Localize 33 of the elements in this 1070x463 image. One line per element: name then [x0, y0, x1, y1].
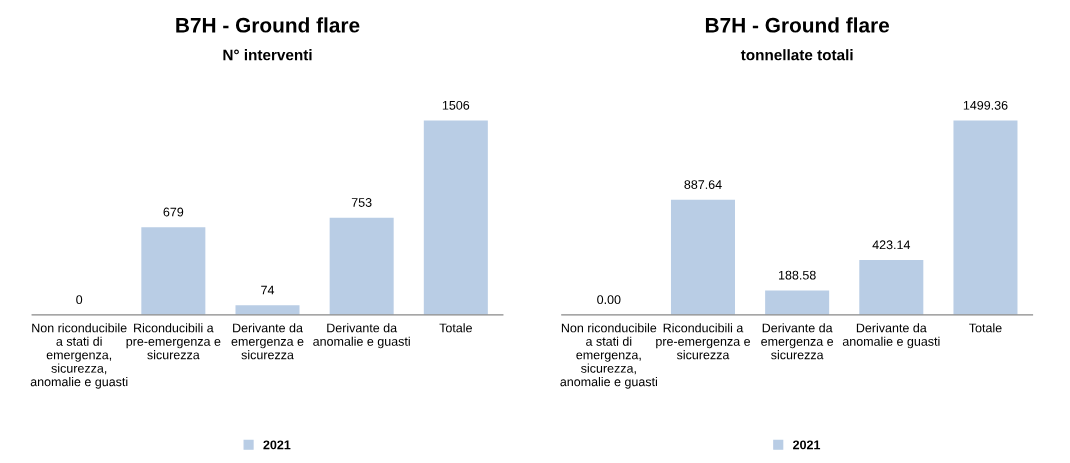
bar [141, 227, 206, 315]
data-label: 1506 [442, 100, 470, 110]
x-tick-label: Riconducibili a pre-emergenza e sicurezza [656, 323, 751, 360]
bar [423, 120, 488, 315]
bar [670, 199, 735, 315]
x-tick-label: Derivante da emergenza e sicurezza [231, 323, 304, 360]
data-label: 887.64 [684, 180, 722, 190]
x-tick-label: Derivante da anomalie e guasti [313, 323, 410, 349]
x-tick-label: Totale [439, 323, 472, 333]
data-label: 0.00 [597, 295, 621, 305]
bar [765, 290, 830, 315]
x-tick-label: Non riconducibile a stati di emergenza, sicurezza, anomalie e guasti [560, 323, 657, 389]
legend-label: 2021 [793, 440, 821, 450]
chart-title: B7H - Ground flare [176, 17, 360, 33]
x-tick-label: Riconducibili a pre-emergenza e sicurezza [126, 323, 221, 360]
data-label: 188.58 [778, 270, 816, 280]
bar [235, 305, 300, 315]
chart-subtitle: N° interventi [223, 49, 312, 61]
chart-title: B7H - Ground flare [705, 17, 890, 33]
bar [329, 217, 394, 315]
bar [859, 260, 924, 315]
x-tick-label: Derivante da anomalie e guasti [842, 323, 940, 349]
chart-subtitle: tonnellate totali [740, 49, 853, 61]
data-label: 423.14 [872, 240, 911, 250]
data-label: 0 [76, 295, 83, 305]
legend-label: 2021 [263, 440, 291, 450]
data-label: 679 [163, 207, 184, 217]
data-label: 753 [351, 198, 372, 207]
bar [953, 120, 1018, 315]
x-tick-label: Derivante da emergenza e sicurezza [761, 323, 834, 360]
data-label: 74 [261, 285, 275, 295]
x-tick-label: Totale [969, 323, 1002, 333]
data-label: 1499.36 [963, 100, 1008, 110]
